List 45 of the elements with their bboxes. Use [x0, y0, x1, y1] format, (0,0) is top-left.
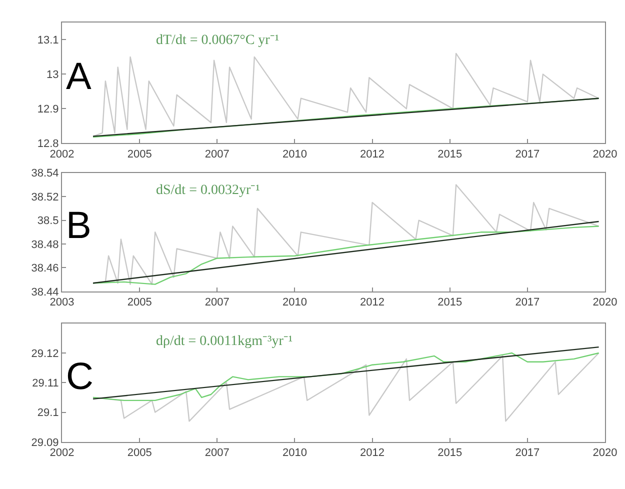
annotation: A	[66, 56, 92, 98]
x-tick-label: 2020	[592, 148, 618, 160]
x-tick-label: 2017	[515, 447, 540, 460]
x-tick-label: 2010	[282, 148, 307, 160]
x-tick-label: 2005	[127, 296, 152, 309]
x-tick-label: 2005	[127, 447, 152, 460]
y-tick-label: 13	[46, 69, 59, 82]
y-tick-label: 29.09	[31, 436, 59, 449]
y-tick-label: 13.1	[37, 34, 59, 47]
y-tick-label: 12.8	[37, 138, 59, 150]
x-tick-label: 2012	[360, 148, 385, 160]
y-tick-label: 38.52	[31, 191, 59, 204]
y-tick-label: 29.1	[37, 407, 59, 420]
annotation: B	[66, 205, 92, 247]
x-tick-label: 2015	[438, 447, 462, 460]
annotation: dT/dt = 0.0067°C yr⁻¹	[156, 33, 280, 48]
x-tick-label: 2020	[592, 447, 618, 460]
x-tick-label: 2015	[438, 296, 462, 309]
x-tick-label: 2005	[127, 148, 152, 160]
x-tick-label: 2002	[50, 148, 74, 160]
x-tick-label: 2017	[515, 148, 540, 160]
x-tick-label: 2020	[592, 296, 618, 309]
x-tick-label: 2002	[50, 447, 74, 460]
x-tick-label: 2003	[50, 296, 74, 309]
x-tick-label: 2015	[438, 148, 462, 160]
annotation: dS/dt = 0.0032yr⁻¹	[156, 183, 260, 198]
x-tick-label: 2010	[282, 296, 307, 309]
annotation: C	[66, 356, 94, 398]
y-tick-label: 38.46	[31, 262, 59, 275]
line-series	[92, 52, 600, 137]
x-tick-label: 2007	[204, 148, 230, 160]
y-tick-label: 29.12	[31, 348, 59, 360]
x-tick-label: 2017	[515, 296, 540, 309]
x-tick-label: 2012	[360, 296, 385, 309]
y-tick-label: 38.5	[37, 215, 59, 228]
x-tick-label: 2012	[360, 447, 385, 460]
annotation: dρ/dt = 0.0011kgm⁻³yr⁻¹	[156, 334, 293, 349]
x-tick-label: 2010	[282, 447, 307, 460]
y-tick-label: 38.44	[31, 286, 59, 298]
y-tick-label: 29.11	[32, 377, 59, 390]
x-tick-label: 2007	[204, 296, 230, 309]
x-tick-label: 2007	[204, 447, 230, 460]
y-tick-label: 38.54	[31, 168, 59, 180]
y-tick-label: 38.48	[31, 238, 59, 251]
y-tick-label: 12.9	[37, 104, 59, 116]
